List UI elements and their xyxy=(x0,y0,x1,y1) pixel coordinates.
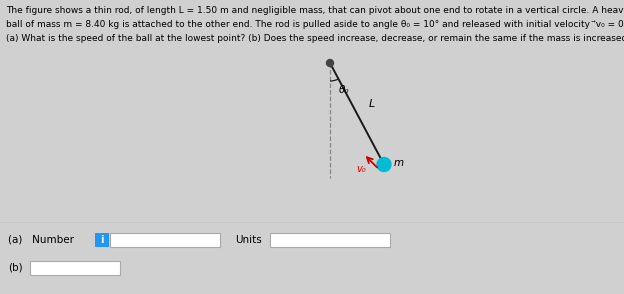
Text: ∨: ∨ xyxy=(381,235,387,245)
Circle shape xyxy=(377,158,391,171)
FancyBboxPatch shape xyxy=(110,233,220,247)
Text: v₀: v₀ xyxy=(357,164,366,174)
Text: m: m xyxy=(394,158,404,168)
Text: (a)   Number: (a) Number xyxy=(8,235,74,245)
Text: L: L xyxy=(369,99,375,109)
Text: ball of mass m = 8.40 kg is attached to the other end. The rod is pulled aside t: ball of mass m = 8.40 kg is attached to … xyxy=(6,20,624,29)
FancyBboxPatch shape xyxy=(30,261,120,275)
Circle shape xyxy=(326,59,333,66)
Text: (a) What is the speed of the ball at the lowest point? (b) Does the speed increa: (a) What is the speed of the ball at the… xyxy=(6,34,624,43)
Text: The figure shows a thin rod, of length L = 1.50 m and negligible mass, that can : The figure shows a thin rod, of length L… xyxy=(6,6,624,15)
Text: ∨: ∨ xyxy=(111,263,117,273)
FancyBboxPatch shape xyxy=(95,233,109,247)
Text: (b): (b) xyxy=(8,263,22,273)
Text: Units: Units xyxy=(235,235,261,245)
FancyBboxPatch shape xyxy=(270,233,390,247)
Text: i: i xyxy=(100,235,104,245)
Text: θ₀: θ₀ xyxy=(339,85,349,95)
